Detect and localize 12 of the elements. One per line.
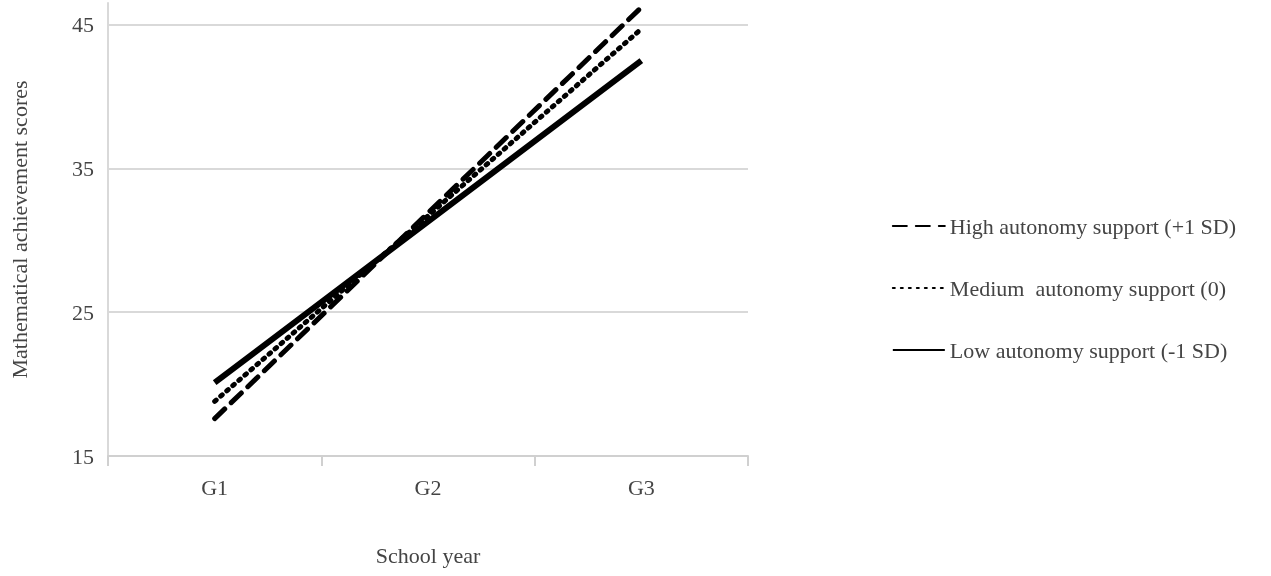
- y-tick-label: 35: [72, 155, 94, 181]
- x-tick-label: G2: [414, 474, 442, 500]
- legend-label: High autonomy support (+1 SD): [949, 213, 1236, 239]
- legend-label: Low autonomy support (-1 SD): [949, 337, 1228, 363]
- x-tick-label: G3: [627, 474, 655, 500]
- x-axis-title: School year: [375, 542, 481, 568]
- y-axis-title: Mathematical achievement scores: [6, 80, 32, 379]
- x-tick-label: G1: [201, 474, 229, 500]
- legend-label: Medium autonomy support (0): [949, 275, 1227, 301]
- y-tick-label: 15: [72, 443, 94, 469]
- y-tick-label: 25: [72, 299, 94, 325]
- y-tick-label: 45: [72, 12, 94, 38]
